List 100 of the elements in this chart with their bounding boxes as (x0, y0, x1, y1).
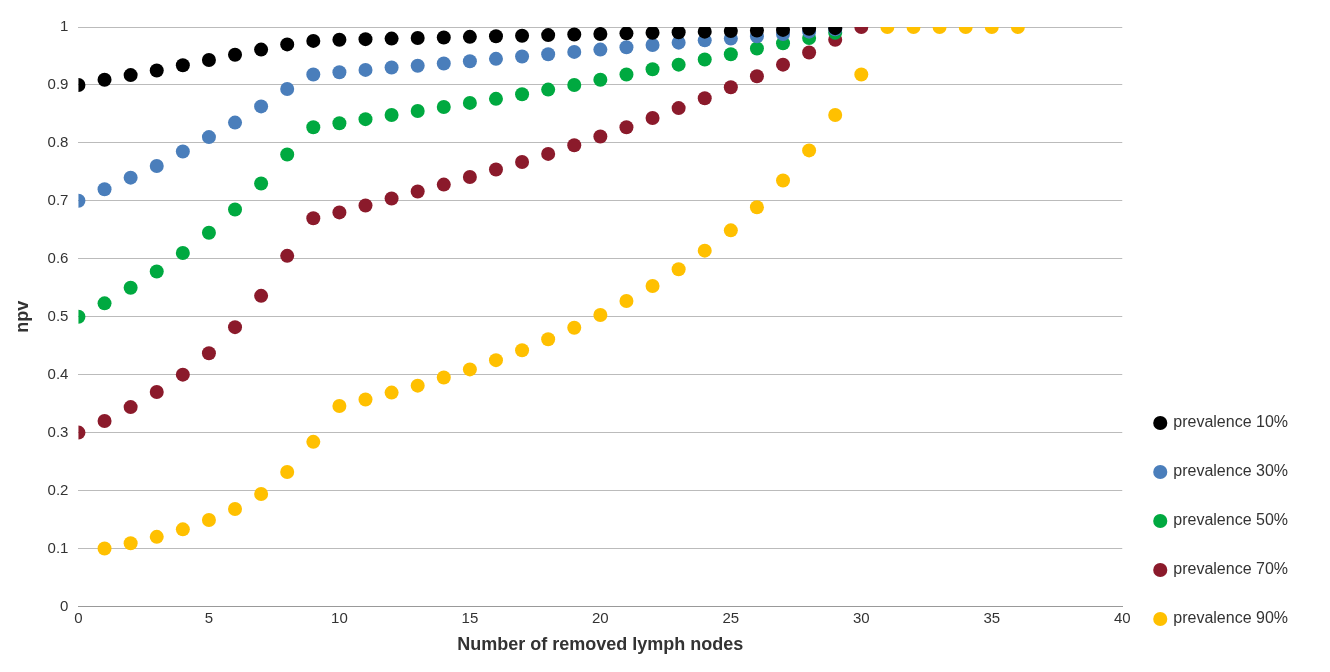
point (358, 392, 373, 407)
point (280, 248, 295, 263)
point (254, 42, 269, 57)
point (697, 243, 712, 258)
point (802, 45, 817, 60)
point (306, 434, 321, 449)
point (776, 57, 791, 72)
x-tick-label: 5 (204, 608, 214, 626)
y-tick-label: 0.7 (47, 190, 69, 208)
point (254, 99, 269, 114)
point (802, 143, 817, 158)
point (488, 353, 503, 368)
point (854, 67, 869, 82)
point (149, 264, 164, 279)
y-tick-label: 0 (60, 596, 69, 614)
point (228, 502, 243, 517)
point (175, 245, 190, 260)
point (280, 464, 295, 479)
y-tick-label: 0.9 (47, 75, 69, 93)
point (384, 31, 399, 46)
point (201, 53, 216, 68)
point (280, 82, 295, 96)
point (410, 31, 425, 46)
point (567, 44, 582, 59)
x-tick-label: 20 (592, 608, 609, 626)
point (332, 32, 347, 47)
point (541, 332, 556, 347)
point (723, 223, 738, 238)
point (671, 101, 686, 116)
y-tick-label: 0.1 (47, 538, 69, 556)
point (332, 398, 347, 413)
point (228, 115, 243, 130)
point (645, 278, 660, 293)
point (410, 104, 425, 119)
point (384, 385, 399, 400)
point (619, 27, 634, 41)
point (723, 27, 738, 39)
point (593, 42, 608, 57)
point (541, 47, 556, 62)
point (462, 362, 477, 377)
point (97, 413, 112, 428)
point (488, 91, 503, 106)
point (358, 62, 373, 77)
point (149, 63, 164, 78)
point (462, 170, 477, 185)
legend-label: prevalence 30% (1173, 462, 1289, 480)
point (254, 288, 269, 303)
point (201, 225, 216, 240)
point (228, 320, 243, 335)
point (123, 400, 138, 415)
point (515, 87, 530, 102)
point (749, 69, 764, 84)
point (410, 58, 425, 73)
point (436, 56, 451, 71)
point (436, 370, 451, 385)
x-tick-label: 10 (331, 608, 348, 626)
point (697, 27, 712, 39)
point (488, 51, 503, 66)
point (97, 296, 112, 311)
point (828, 108, 843, 123)
point (123, 170, 138, 185)
point (306, 211, 321, 226)
legend-label: prevalence 50% (1173, 511, 1289, 529)
point (749, 200, 764, 215)
point (671, 262, 686, 277)
point (619, 40, 634, 55)
point (749, 41, 764, 56)
point (306, 120, 321, 135)
point (462, 54, 477, 69)
point (671, 57, 686, 72)
point (619, 120, 634, 135)
legend-label: prevalence 90% (1173, 609, 1289, 627)
point (593, 307, 608, 322)
y-tick-label: 0.5 (47, 306, 69, 324)
point (776, 173, 791, 188)
y-tick-label: 0.4 (47, 364, 69, 382)
point (201, 130, 216, 145)
x-tick-label: 40 (1113, 608, 1131, 626)
point (97, 182, 112, 197)
point (123, 280, 138, 295)
point (358, 112, 373, 127)
x-tick-label: 25 (722, 608, 740, 626)
y-tick-label: 0.3 (47, 422, 69, 440)
x-tick-label: 15 (461, 608, 479, 626)
point (723, 47, 738, 62)
x-tick-label: 0 (74, 608, 83, 626)
y-tick-label: 0.6 (47, 248, 69, 266)
point (515, 155, 530, 169)
point (436, 30, 451, 45)
point (697, 91, 712, 106)
point (541, 82, 556, 97)
point (384, 108, 399, 123)
point (228, 202, 243, 217)
point (306, 33, 321, 48)
x-tick-label: 35 (983, 608, 1001, 626)
point (175, 522, 190, 537)
x-tick-label: 30 (852, 608, 870, 626)
x-axis-title: Number of removed lymph nodes (457, 634, 744, 655)
y-tick-label: 1 (60, 17, 69, 35)
point (149, 385, 164, 400)
